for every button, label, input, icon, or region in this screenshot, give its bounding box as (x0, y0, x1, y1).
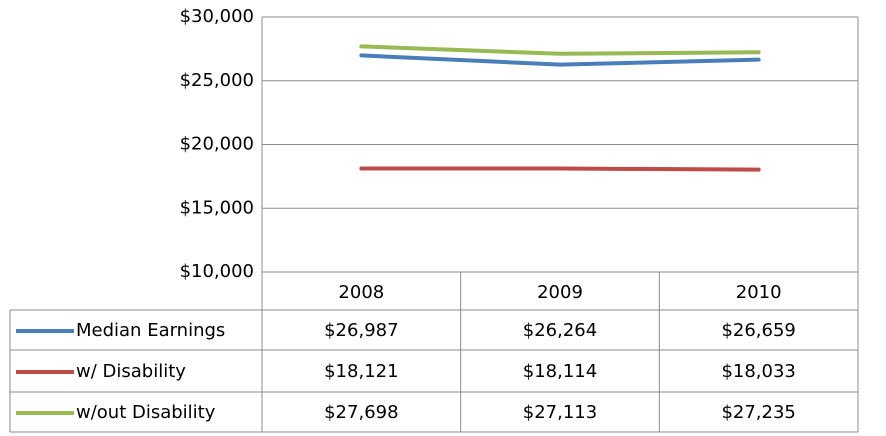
y-tick-label: $15,000 (180, 197, 254, 218)
y-tick-label: $10,000 (180, 261, 254, 282)
y-tick-label: $25,000 (180, 70, 254, 91)
y-tick-label: $20,000 (180, 134, 254, 155)
y-tick-label: $30,000 (180, 6, 254, 27)
series-line (359, 53, 761, 67)
data-label: $26,987 (324, 320, 398, 341)
legend-label: w/out Disability (76, 402, 216, 423)
data-label: $26,659 (721, 320, 795, 341)
x-tick-label: 2009 (537, 282, 583, 303)
data-label: $27,698 (324, 402, 398, 423)
x-tick-label: 2010 (736, 282, 782, 303)
legend-label: Median Earnings (76, 320, 225, 341)
data-label: $26,264 (523, 320, 597, 341)
x-tick-label: 2008 (338, 282, 384, 303)
data-label: $18,114 (523, 361, 597, 382)
series-line (359, 166, 761, 172)
data-label: $27,113 (523, 402, 597, 423)
data-label: $18,033 (721, 361, 795, 382)
series-line (359, 44, 761, 56)
legend-label: w/ Disability (76, 361, 186, 382)
data-label: $18,121 (324, 361, 398, 382)
data-label: $27,235 (721, 402, 795, 423)
